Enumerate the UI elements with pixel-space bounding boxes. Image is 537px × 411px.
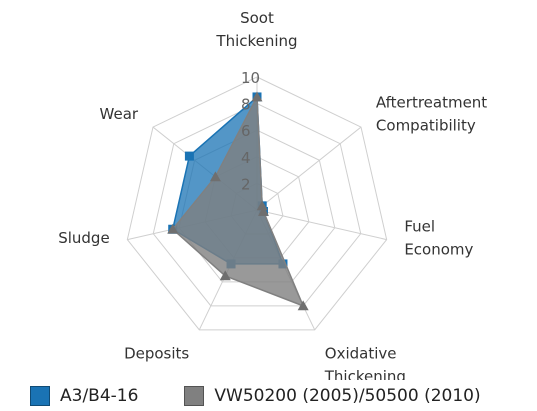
radar-chart: Soot Thickening Aftertreatment Compatibilit… bbox=[58, 9, 487, 380]
tick-label-6: 6 bbox=[241, 122, 251, 140]
axis-label-3: Fuel Economy bbox=[404, 218, 473, 259]
axis-label-3-line-2: Economy bbox=[404, 241, 473, 259]
legend-swatch-series-2 bbox=[184, 386, 205, 406]
legend-label-series-2: VW50200 (2005)/50500 (2010) bbox=[214, 386, 481, 406]
series-2-point-7[interactable] bbox=[209, 171, 221, 182]
tick-label-4: 4 bbox=[241, 149, 251, 167]
tick-label-2: 2 bbox=[241, 175, 251, 193]
legend-swatch-series-1 bbox=[30, 386, 50, 406]
axis-label-4-line-1: Oxidative bbox=[325, 344, 397, 362]
legend-item-series-1[interactable]: A3/B4-16 bbox=[30, 386, 138, 406]
axis-label-1-line-1: Soot bbox=[240, 9, 274, 27]
tick-label-8: 8 bbox=[241, 96, 251, 114]
axis-label-7: Wear bbox=[100, 105, 139, 123]
series-1-point-7[interactable] bbox=[184, 151, 194, 161]
series-2-point-2[interactable] bbox=[256, 200, 268, 211]
legend-item-series-2[interactable]: VW50200 (2005)/50500 (2010) bbox=[184, 386, 481, 406]
axis-label-1-line-2: Thickening bbox=[215, 32, 297, 50]
axis-label-1: Soot Thickening bbox=[215, 9, 297, 50]
grid-ring-4 bbox=[152, 103, 362, 307]
series-layer bbox=[167, 91, 309, 311]
axis-label-2-line-1: Aftertreatment bbox=[376, 93, 487, 111]
grid-spoke-3 bbox=[256, 209, 387, 241]
axis-label-6: Sludge bbox=[58, 229, 109, 247]
axis-label-7-line-1: Wear bbox=[100, 105, 139, 123]
axis-label-2-line-2: Compatibility bbox=[376, 116, 476, 134]
series-2-point-5[interactable] bbox=[219, 270, 231, 281]
axis-label-4-line-2: Thickening bbox=[324, 367, 406, 380]
axis-label-3-line-1: Fuel bbox=[404, 218, 435, 236]
series-2-point-6[interactable] bbox=[167, 223, 179, 234]
radial-tick-labels: 2 4 6 8 10 bbox=[241, 69, 260, 193]
grid-spoke-2 bbox=[256, 126, 362, 211]
tick-label-10: 10 bbox=[241, 69, 260, 87]
grid-ring-5 bbox=[126, 76, 388, 331]
legend: A3/B4-16 VW50200 (2005)/50500 (2010) bbox=[30, 383, 527, 409]
axis-label-5-line-1: Deposits bbox=[124, 344, 189, 362]
axis-label-6-line-1: Sludge bbox=[58, 229, 109, 247]
series-2-point-4[interactable] bbox=[297, 300, 309, 311]
axis-label-5: Deposits bbox=[124, 344, 189, 362]
series-2-point-1[interactable] bbox=[251, 91, 263, 102]
axis-label-4: Oxidative Thickening bbox=[324, 344, 406, 380]
axis-label-2: Aftertreatment Compatibility bbox=[376, 93, 487, 134]
legend-label-series-1: A3/B4-16 bbox=[60, 386, 139, 406]
series-2-point-3[interactable] bbox=[257, 205, 269, 216]
axis-labels: Soot Thickening Aftertreatment Compatibilit… bbox=[58, 9, 487, 380]
